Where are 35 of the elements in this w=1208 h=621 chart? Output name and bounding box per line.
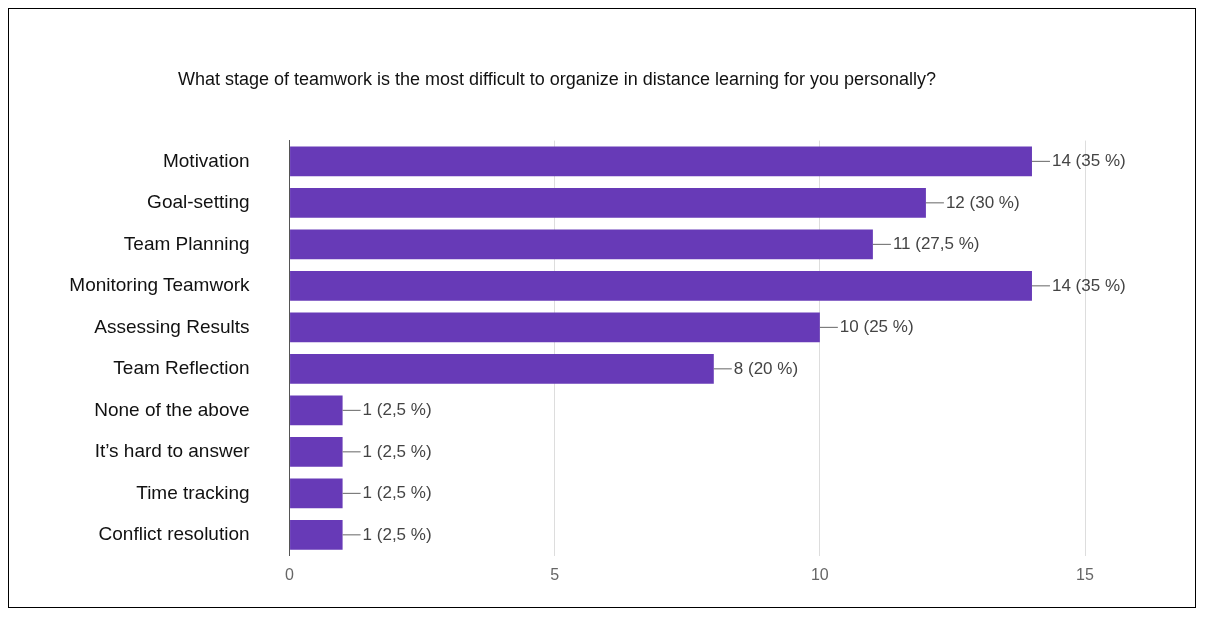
- x-tick-label: 5: [550, 565, 560, 583]
- x-tick-label: 15: [1076, 565, 1094, 583]
- bar: [290, 395, 343, 426]
- bar: [290, 270, 1032, 301]
- bar: [290, 312, 820, 343]
- bar: [290, 478, 343, 509]
- y-tick-label: Team Reflection: [113, 357, 250, 379]
- chart-title: What stage of teamwork is the most difficult to organize in distance learning for you personally?: [177, 68, 937, 89]
- y-tick-label: Monitoring Teamwork: [69, 274, 251, 296]
- data-label: 1 (2,5 %): [362, 400, 432, 420]
- data-label: 14 (35 %): [1051, 151, 1126, 171]
- bar: [290, 353, 714, 384]
- data-label: 14 (35 %): [1051, 275, 1126, 295]
- data-label: 12 (30 %): [945, 192, 1020, 212]
- y-tick-label: Assessing Results: [94, 315, 250, 337]
- y-tick-label: It’s hard to answer: [94, 440, 251, 462]
- bar: [290, 146, 1032, 177]
- data-label: 1 (2,5 %): [362, 524, 432, 544]
- x-tick-label: 0: [285, 565, 295, 583]
- y-tick-label: Conflict resolution: [98, 523, 250, 545]
- bar: [290, 519, 343, 550]
- data-label: 11 (27,5 %): [892, 234, 980, 254]
- bar: [290, 229, 873, 260]
- data-label: 1 (2,5 %): [362, 483, 432, 503]
- data-label: 10 (25 %): [839, 317, 914, 337]
- y-tick-label: Time tracking: [136, 481, 250, 503]
- bar: [290, 187, 926, 218]
- data-label: 1 (2,5 %): [362, 441, 432, 461]
- bar: [290, 436, 343, 467]
- y-tick-label: None of the above: [94, 398, 250, 420]
- y-tick-label: Motivation: [162, 149, 250, 171]
- y-tick-label: Goal-setting: [147, 191, 250, 213]
- data-label: 8 (20 %): [733, 358, 799, 378]
- x-tick-label: 10: [810, 565, 829, 583]
- y-tick-label: Team Planning: [123, 232, 250, 254]
